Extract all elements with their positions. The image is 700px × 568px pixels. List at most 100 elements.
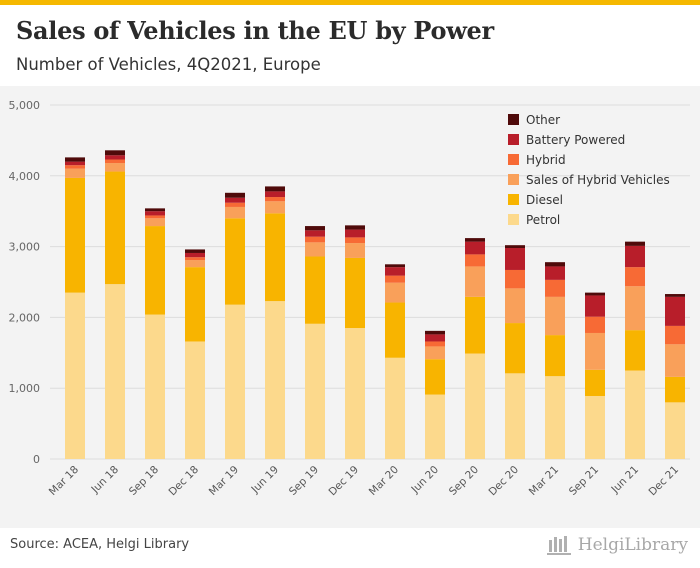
bar-segment (65, 168, 85, 178)
bar-segment (225, 202, 245, 207)
bar-stack (465, 238, 485, 459)
bar-stack (345, 225, 365, 459)
bar-segment (185, 267, 205, 342)
legend-swatch (508, 134, 519, 145)
bar-segment (145, 208, 165, 212)
bar-segment (625, 267, 645, 287)
bar-segment (545, 296, 565, 336)
footer: Source: ACEA, Helgi Library HelgiLibrary (0, 528, 700, 568)
bar-segment (145, 314, 165, 459)
legend-swatch (508, 214, 519, 225)
bar-segment (145, 218, 165, 227)
x-axis: Mar 18 Jun 18 Sep 18 Dec 18 Mar 19 Jun 19 Sep … (47, 464, 681, 499)
legend-label: Battery Powered (526, 133, 625, 147)
bar-segment (225, 218, 245, 305)
legend-swatch (508, 174, 519, 185)
bar-segment (185, 341, 205, 459)
bar-segment (105, 159, 125, 164)
bar-segment (665, 325, 685, 345)
x-tick-label: Jun 18 (89, 464, 122, 497)
bar-segment (545, 279, 565, 297)
bar-segment (505, 373, 525, 459)
bar-segment (545, 262, 565, 267)
bar-segment (305, 256, 325, 324)
y-tick-label: 2,000 (9, 311, 41, 324)
bar-segment (345, 243, 365, 258)
bar-segment (105, 163, 125, 172)
bar-segment (425, 334, 445, 342)
source-note: Source: ACEA, Helgi Library (10, 537, 190, 552)
bar-segment (585, 316, 605, 333)
x-tick-label: Jun 20 (409, 464, 442, 497)
y-tick-label: 1,000 (9, 382, 41, 395)
bar-segment (385, 357, 405, 459)
bar-segment (345, 237, 365, 244)
bar-segment (545, 376, 565, 459)
bar-segment (305, 226, 325, 231)
bar-segment (145, 215, 165, 219)
bar-segment (385, 264, 405, 268)
bar-segment (265, 191, 285, 198)
bar-stack (585, 292, 605, 459)
x-tick-label: Mar 20 (367, 464, 401, 498)
bar-segment (385, 275, 405, 283)
bar-segment (105, 150, 125, 156)
bar-segment (65, 177, 85, 293)
x-tick-label: Dec 21 (646, 464, 681, 499)
bar-segment (65, 165, 85, 169)
bar-segment (385, 282, 405, 303)
bar-segment (345, 328, 365, 459)
bar-segment (665, 376, 685, 403)
bar-segment (625, 286, 645, 331)
chart-subtitle: Number of Vehicles, 4Q2021, Europe (16, 55, 321, 74)
x-tick-label: Jun 19 (249, 464, 282, 497)
x-tick-label: Sep 21 (567, 464, 601, 498)
bar-segment (585, 395, 605, 459)
brand-name: HelgiLibrary (577, 535, 688, 555)
bar-stack (545, 262, 565, 459)
bar-segment (465, 266, 485, 297)
bar-segment (105, 155, 125, 160)
bar-stack (185, 249, 205, 459)
bar-segment (345, 225, 365, 230)
bar-segment (105, 284, 125, 459)
legend-swatch (508, 114, 519, 125)
bar-segment (465, 238, 485, 242)
bar-segment (185, 260, 205, 268)
bar-segment (465, 241, 485, 255)
legend-swatch (508, 194, 519, 205)
x-tick-label: Mar 19 (207, 464, 241, 498)
bar-segment (385, 302, 405, 358)
y-tick-label: 4,000 (9, 170, 41, 183)
bar-segment (505, 248, 525, 270)
bar-segment (505, 288, 525, 324)
bar-stack (305, 226, 325, 459)
bar-segment (305, 242, 325, 257)
bar-stack (65, 157, 85, 459)
bar-segment (65, 157, 85, 162)
bar-segment (625, 241, 645, 246)
bar-segment (585, 295, 605, 317)
top-accent-bar (0, 0, 700, 5)
bar-segment (225, 192, 245, 198)
x-tick-label: Mar 21 (527, 464, 561, 498)
legend-label: Hybrid (526, 153, 566, 167)
library-logo-icon (546, 536, 571, 555)
bar-segment (425, 341, 445, 347)
bar-segment (225, 197, 245, 203)
chart-area: 0 1,000 2,000 3,000 4,000 5,000 Mar 18 Jun 18 S… (0, 86, 700, 528)
x-tick-label: Sep 19 (287, 464, 321, 498)
bar-segment (185, 257, 205, 261)
bars (65, 150, 685, 459)
x-tick-label: Jun 21 (609, 464, 642, 497)
bar-segment (465, 296, 485, 354)
bar-segment (65, 292, 85, 459)
bar-segment (665, 296, 685, 326)
bar-stack (625, 241, 645, 459)
bar-segment (425, 346, 445, 360)
bar-stack (225, 192, 245, 459)
bar-segment (425, 330, 445, 335)
chart-header: Sales of Vehicles in the EU by Power Num… (0, 5, 700, 86)
bar-segment (265, 213, 285, 302)
